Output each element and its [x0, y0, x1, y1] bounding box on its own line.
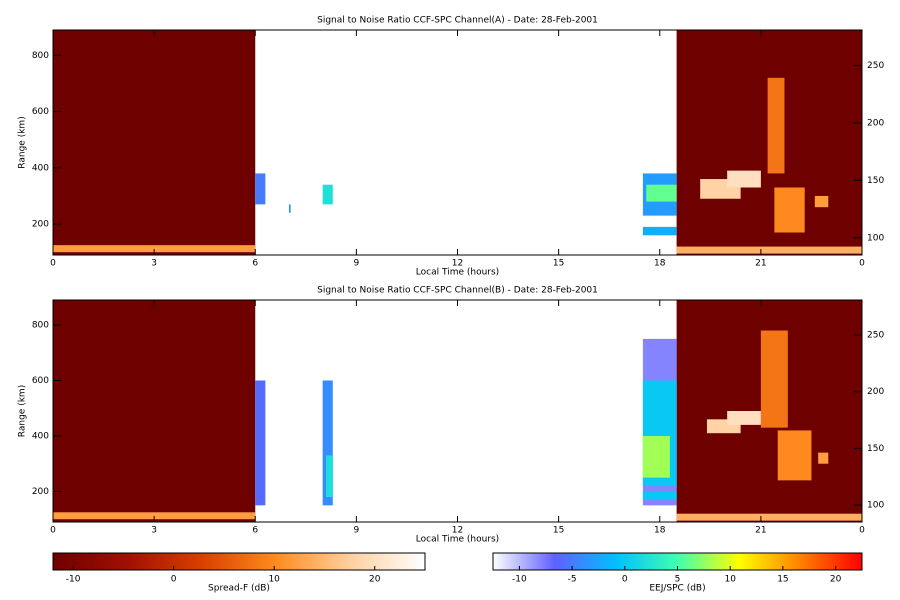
- heat-cell: [818, 452, 829, 464]
- y2-tick-label: 100: [867, 501, 884, 511]
- colorbar-tick-label: 20: [830, 575, 842, 585]
- heat-cell: [322, 184, 333, 205]
- x-tick-label: 0: [859, 259, 865, 269]
- colorbar: [52, 552, 426, 571]
- colorbar-label: EEJ/SPC (dB): [649, 584, 705, 594]
- colorbar-tick-label: 0: [622, 575, 628, 585]
- y2-tick-label: 250: [867, 331, 884, 341]
- x-tick-label: 9: [354, 526, 360, 536]
- y-axis-label: Range (km): [18, 385, 28, 437]
- heat-cell: [676, 513, 862, 521]
- chart-title: Signal to Noise Ratio CCF-SPC Channel(B)…: [317, 286, 598, 296]
- heat-cell: [322, 380, 333, 506]
- x-tick-label: 21: [755, 259, 766, 269]
- y2-tick-label: 100: [867, 233, 884, 243]
- x-tick-label: 15: [553, 526, 564, 536]
- x-tick-label: 3: [151, 526, 157, 536]
- colorbar-tick-label: 15: [777, 575, 788, 585]
- heat-cell: [255, 380, 266, 506]
- x-tick-label: 6: [252, 526, 258, 536]
- y2-tick-label: 150: [867, 176, 884, 186]
- y-tick-label: 800: [32, 320, 49, 330]
- colorbar-tick-label: 20: [369, 575, 381, 585]
- chart-title: Signal to Noise Ratio CCF-SPC Channel(A)…: [317, 16, 598, 26]
- heat-cell: [642, 226, 677, 236]
- plot-area: [53, 30, 862, 255]
- y2-tick-label: 250: [867, 61, 884, 71]
- heat-cell: [642, 491, 677, 500]
- x-axis-label: Local Time (hours): [416, 535, 499, 545]
- heat-cell: [53, 300, 256, 522]
- plot-area: [53, 300, 862, 522]
- heat-cell: [53, 30, 256, 255]
- heat-cell: [53, 512, 256, 520]
- x-tick-label: 18: [654, 259, 666, 269]
- heat-cell: [326, 455, 333, 498]
- heat-cell: [255, 173, 266, 205]
- x-tick-label: 0: [859, 526, 865, 536]
- x-tick-label: 0: [50, 259, 56, 269]
- y2-tick-label: 200: [867, 387, 884, 397]
- heat-cell: [288, 204, 291, 213]
- colorbar-tick-label: 10: [724, 575, 736, 585]
- colorbar-tick-label: 5: [675, 575, 681, 585]
- colorbar-label: Spread-F (dB): [208, 584, 270, 594]
- y-axis-label: Range (km): [18, 116, 28, 168]
- y-tick-label: 400: [32, 163, 49, 173]
- heat-cell: [53, 245, 256, 253]
- heat-cell: [814, 195, 829, 208]
- y-tick-label: 400: [32, 431, 49, 441]
- y-tick-label: 200: [32, 220, 49, 230]
- heat-cell: [676, 246, 862, 254]
- heat-cell: [767, 77, 785, 174]
- y2-tick-label: 150: [867, 444, 884, 454]
- x-tick-label: 12: [452, 259, 463, 269]
- x-tick-label: 18: [654, 526, 666, 536]
- heat-cell: [777, 430, 812, 481]
- heat-cell: [727, 170, 761, 188]
- y-tick-label: 200: [32, 487, 49, 497]
- x-tick-label: 6: [252, 259, 258, 269]
- x-tick-label: 9: [354, 259, 360, 269]
- heat-cell: [774, 187, 805, 233]
- x-tick-label: 15: [553, 259, 564, 269]
- heat-cell: [760, 330, 788, 428]
- colorbar-tick-label: 10: [268, 575, 280, 585]
- y-tick-label: 800: [32, 51, 49, 61]
- heat-cell: [646, 184, 677, 202]
- y-tick-label: 600: [32, 107, 49, 117]
- x-tick-label: 3: [151, 259, 157, 269]
- x-tick-label: 21: [755, 526, 766, 536]
- heat-cell: [642, 435, 670, 478]
- colorbar-tick-label: -10: [66, 575, 81, 585]
- heat-cell: [727, 411, 761, 425]
- colorbar-tick-label: 0: [171, 575, 177, 585]
- colorbar-tick-label: -10: [512, 575, 527, 585]
- y-tick-label: 600: [32, 376, 49, 386]
- x-tick-label: 12: [452, 526, 463, 536]
- x-axis-label: Local Time (hours): [416, 268, 499, 278]
- x-tick-label: 0: [50, 526, 56, 536]
- colorbar-tick-label: -5: [568, 575, 577, 585]
- y2-tick-label: 200: [867, 118, 884, 128]
